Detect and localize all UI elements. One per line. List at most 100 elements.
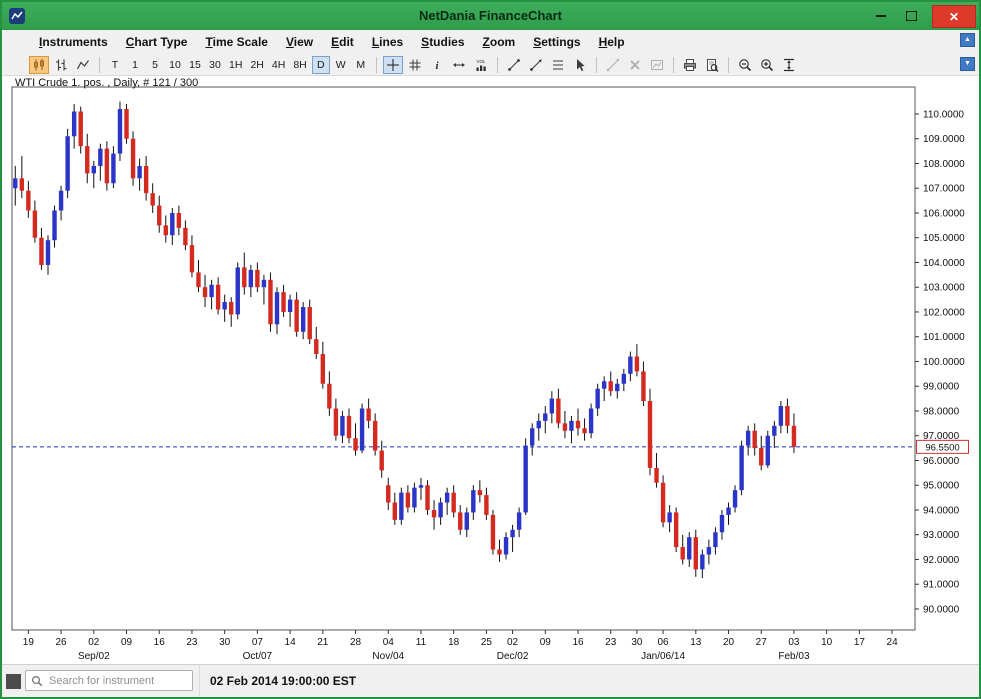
x-axis-day-label: 06 — [658, 637, 670, 648]
menu-edit[interactable]: Edit — [322, 30, 363, 54]
current-price-label: 96.5500 — [925, 442, 959, 453]
x-axis-day-label: 16 — [572, 637, 584, 648]
timescale-5-button[interactable]: 5 — [146, 56, 164, 74]
zoom-in-button[interactable] — [757, 56, 777, 74]
line-chart-icon — [76, 58, 90, 72]
menu-instruments[interactable]: Instruments — [30, 30, 117, 54]
mini-chart-icon — [650, 58, 664, 72]
timescale-8h-button[interactable]: 8H — [290, 56, 309, 74]
candles — [13, 102, 796, 578]
minimize-button[interactable] — [869, 7, 893, 25]
remove-line-button[interactable] — [603, 56, 623, 74]
volume-button[interactable]: VOL — [471, 56, 491, 74]
svg-text:VOL: VOL — [476, 59, 486, 64]
toolbar: T151015301H2H4H8HDWMiVOL — [2, 54, 979, 76]
y-axis-label: 90.0000 — [923, 604, 960, 615]
info-icon: i — [430, 58, 444, 72]
menu-view[interactable]: View — [277, 30, 322, 54]
status-bar: 02 Feb 2014 19:00:00 EST — [2, 664, 979, 697]
menu-help[interactable]: Help — [590, 30, 634, 54]
x-axis-day-label: 24 — [887, 637, 899, 648]
y-axis-label: 94.0000 — [923, 505, 960, 516]
x-axis-day-label: 21 — [317, 637, 329, 648]
ohlc-bars-icon — [54, 58, 68, 72]
y-axis-label: 99.0000 — [923, 382, 960, 393]
timescale-10-button[interactable]: 10 — [166, 56, 184, 74]
print-button[interactable] — [680, 56, 700, 74]
timescale-daily-button[interactable]: D — [312, 56, 330, 74]
x-axis-day-label: 03 — [788, 637, 800, 648]
y-axis-label: 101.0000 — [923, 332, 965, 343]
x-axis-month-label: Jan/06/14 — [641, 651, 685, 662]
timescale-tick-button[interactable]: T — [106, 56, 124, 74]
search-input[interactable] — [47, 674, 192, 688]
delete-button[interactable] — [625, 56, 645, 74]
info-button[interactable]: i — [427, 56, 447, 74]
x-axis-day-label: 02 — [507, 637, 519, 648]
menu-time-scale[interactable]: Time Scale — [196, 30, 277, 54]
timescale-weekly-button[interactable]: W — [332, 56, 350, 74]
menu-lines[interactable]: Lines — [363, 30, 412, 54]
y-axis-label: 108.0000 — [923, 159, 965, 170]
toolbar-separator — [497, 57, 498, 73]
x-axis-month-label: Oct/07 — [243, 651, 273, 662]
fit-vertical-button[interactable] — [779, 56, 799, 74]
print-preview-button[interactable] — [702, 56, 722, 74]
timescale-4h-button[interactable]: 4H — [269, 56, 288, 74]
x-axis-day-label: 23 — [605, 637, 617, 648]
x-axis-day-label: 26 — [56, 637, 68, 648]
menu-zoom[interactable]: Zoom — [474, 30, 525, 54]
instrument-label: WTI Crude 1. pos. , Daily, # 121 / 300 — [15, 77, 198, 89]
x-axis-day-label: 19 — [23, 637, 35, 648]
timescale-2h-button[interactable]: 2H — [247, 56, 266, 74]
toolbar-separator — [376, 57, 377, 73]
zoom-in-icon — [760, 58, 774, 72]
zoom-out-icon — [738, 58, 752, 72]
x-axis-month-label: Feb/03 — [778, 651, 810, 662]
candlestick-icon — [32, 58, 46, 72]
bar-chart-button[interactable] — [51, 56, 71, 74]
timescale-1h-button[interactable]: 1H — [226, 56, 245, 74]
instrument-search-box[interactable] — [25, 670, 193, 691]
menu-chart-type[interactable]: Chart Type — [117, 30, 197, 54]
delete-x-icon — [628, 58, 642, 72]
y-axis-label: 92.0000 — [923, 555, 960, 566]
zoom-out-button[interactable] — [735, 56, 755, 74]
maximize-button[interactable] — [899, 7, 923, 25]
timescale-15-button[interactable]: 15 — [186, 56, 204, 74]
ray-line-button[interactable] — [526, 56, 546, 74]
chart-plot-area[interactable]: 110.0000109.0000108.0000107.0000106.0000… — [2, 76, 981, 666]
line-chart-button[interactable] — [73, 56, 93, 74]
y-axis-label: 103.0000 — [923, 283, 965, 294]
x-axis-day-label: 27 — [756, 637, 768, 648]
fibonacci-button[interactable] — [548, 56, 568, 74]
print-preview-icon — [705, 58, 719, 72]
grid-button[interactable] — [405, 56, 425, 74]
toolbar-separator — [673, 57, 674, 73]
horizontal-arrows-icon — [452, 58, 466, 72]
fibonacci-icon — [551, 58, 565, 72]
x-axis-day-label: 25 — [481, 637, 493, 648]
panel-scroll-up-button[interactable]: ▲ — [960, 33, 975, 47]
y-axis-label: 102.0000 — [923, 307, 965, 318]
study-window-button[interactable] — [647, 56, 667, 74]
window-title: NetDania FinanceChart — [2, 2, 979, 30]
timescale-monthly-button[interactable]: M — [352, 56, 370, 74]
x-axis-day-label: 04 — [383, 637, 395, 648]
search-icon — [31, 675, 43, 687]
close-button[interactable]: ✕ — [932, 5, 976, 28]
chart-timestamp: 02 Feb 2014 19:00:00 EST — [210, 665, 356, 697]
pointer-button[interactable] — [570, 56, 590, 74]
timescale-1-button[interactable]: 1 — [126, 56, 144, 74]
timescale-30-button[interactable]: 30 — [206, 56, 224, 74]
scroll-chart-button[interactable] — [449, 56, 469, 74]
panel-scroll-down-button[interactable]: ▼ — [960, 57, 975, 71]
crosshair-button[interactable] — [383, 56, 403, 74]
menu-settings[interactable]: Settings — [524, 30, 589, 54]
trend-line-button[interactable] — [504, 56, 524, 74]
menu-studies[interactable]: Studies — [412, 30, 473, 54]
x-axis-day-label: 17 — [854, 637, 866, 648]
app-window: NetDania FinanceChart ✕ InstrumentsChart… — [0, 0, 981, 699]
x-axis-day-label: 28 — [350, 637, 362, 648]
candlestick-button[interactable] — [29, 56, 49, 74]
